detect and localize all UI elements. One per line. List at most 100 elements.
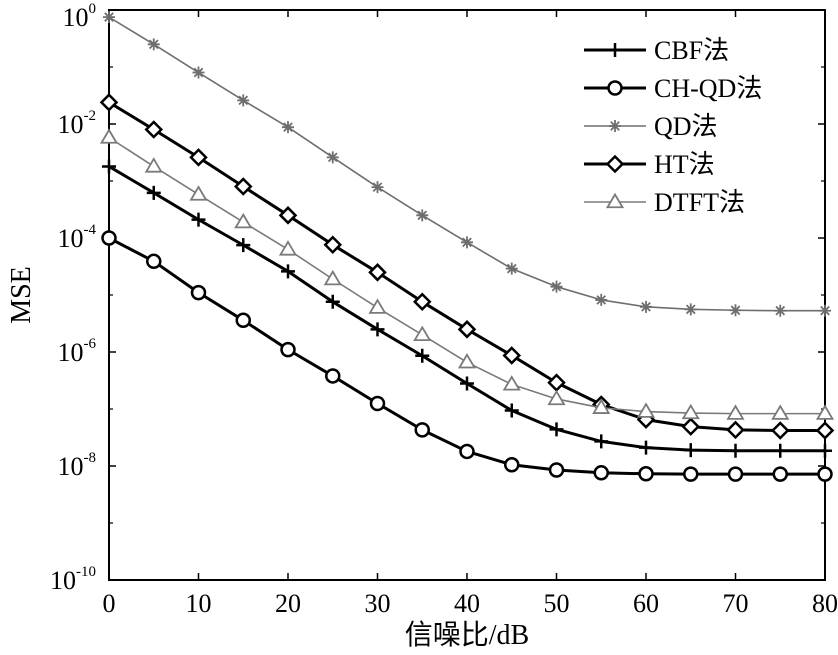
data-point-marker — [683, 466, 699, 482]
data-point-marker — [147, 38, 160, 51]
data-point-marker — [368, 298, 387, 314]
y-tick-label: 10-8 — [58, 450, 97, 481]
data-point-marker — [146, 253, 162, 270]
y-tick-label: 100 — [63, 1, 97, 32]
x-tick-label: 0 — [103, 589, 116, 618]
data-point-marker — [815, 421, 835, 440]
data-point-marker — [681, 403, 700, 420]
data-point-marker — [640, 300, 652, 313]
legend-marker — [609, 120, 621, 132]
data-point-marker — [235, 312, 251, 329]
data-point-marker — [234, 212, 253, 229]
data-point-marker — [592, 398, 611, 414]
legend-entry: QD法 — [584, 112, 718, 141]
data-point-marker — [771, 404, 790, 420]
data-point-marker — [681, 417, 701, 436]
data-point-marker — [504, 403, 519, 418]
data-point-marker — [415, 348, 430, 363]
legend-label: CBF法 — [654, 36, 729, 65]
y-tick-label: 10-10 — [50, 564, 96, 595]
y-tick-exponent: -6 — [84, 336, 97, 352]
series-5 — [99, 128, 835, 420]
legend-entry: HT法 — [584, 150, 715, 179]
data-point-marker — [280, 341, 296, 358]
data-point-marker — [281, 264, 295, 279]
data-point-marker — [414, 422, 430, 438]
y-tick-base: 10 — [50, 566, 76, 595]
data-point-marker — [684, 303, 697, 316]
data-point-marker — [770, 421, 790, 440]
legend-entry: DTFT法 — [584, 188, 745, 217]
data-point-marker — [728, 443, 743, 458]
data-point-marker — [413, 325, 432, 341]
data-point-marker — [594, 434, 609, 449]
data-point-marker — [233, 177, 253, 196]
y-tick-label: 10-4 — [58, 222, 97, 253]
data-point-marker — [457, 320, 477, 339]
data-point-marker — [191, 212, 206, 227]
data-point-marker — [502, 346, 522, 365]
data-point-marker — [144, 157, 163, 173]
legend-label: QD法 — [654, 112, 718, 141]
y-tick-exponent: -4 — [84, 222, 97, 238]
data-point-marker — [819, 304, 831, 317]
data-point-marker — [547, 373, 566, 392]
data-point-marker — [325, 294, 340, 309]
data-point-marker — [103, 11, 115, 24]
legend-marker — [607, 80, 623, 96]
data-point-marker — [236, 238, 251, 253]
y-tick-base: 10 — [58, 452, 84, 481]
y-tick-base: 10 — [58, 110, 84, 139]
x-tick-label: 30 — [365, 589, 391, 618]
data-point-marker — [726, 420, 745, 440]
data-point-marker — [547, 389, 566, 406]
legend-marker — [605, 192, 625, 209]
data-point-marker — [325, 368, 341, 384]
series-2 — [101, 230, 833, 482]
x-tick-label: 60 — [633, 589, 659, 618]
data-point-marker — [189, 185, 208, 201]
data-point-marker — [638, 466, 654, 482]
data-point-marker — [192, 66, 205, 79]
x-tick-label: 20 — [275, 589, 301, 618]
legend-entry: CBF法 — [584, 36, 729, 65]
legend: CBF法 CH-QD法 QD法 HT法 DTFT法 — [572, 28, 792, 220]
y-tick-base: 10 — [63, 3, 89, 32]
y-tick-label: 10-2 — [58, 108, 97, 139]
data-point-marker — [190, 284, 207, 301]
legend-label: DTFT法 — [654, 188, 745, 217]
series-layer — [99, 11, 835, 482]
series-3 — [103, 11, 831, 317]
data-point-marker — [144, 120, 164, 139]
data-point-marker — [726, 404, 745, 420]
data-point-marker — [505, 262, 518, 275]
data-point-marker — [146, 185, 161, 200]
data-point-marker — [99, 128, 119, 144]
data-point-marker — [683, 443, 698, 458]
legend-label: HT法 — [654, 150, 715, 179]
legend-entry: CH-QD法 — [584, 74, 762, 103]
y-axis-title: MSE — [6, 266, 37, 324]
axis-ticks: 0 10 20 30 40 50 60 70 8010010-210-410-610-810-1… — [50, 1, 838, 618]
y-tick-exponent: -10 — [76, 564, 96, 580]
data-point-marker — [189, 148, 208, 167]
data-point-marker — [323, 269, 342, 286]
data-point-marker — [370, 322, 385, 337]
legend-marker — [608, 43, 622, 57]
data-point-marker — [550, 280, 563, 293]
x-tick-label: 80 — [812, 589, 838, 618]
y-tick-exponent: -2 — [84, 108, 97, 124]
legend-label: CH-QD法 — [654, 74, 762, 103]
data-point-marker — [368, 263, 387, 282]
data-point-marker — [729, 304, 742, 317]
data-point-marker — [323, 235, 343, 255]
series-1 — [102, 159, 832, 458]
x-tick-label: 70 — [723, 589, 749, 618]
y-tick-label: 10-6 — [58, 336, 97, 367]
data-point-marker — [772, 466, 788, 482]
data-point-marker — [460, 376, 474, 391]
data-point-marker — [282, 121, 294, 134]
data-point-marker — [595, 293, 608, 306]
